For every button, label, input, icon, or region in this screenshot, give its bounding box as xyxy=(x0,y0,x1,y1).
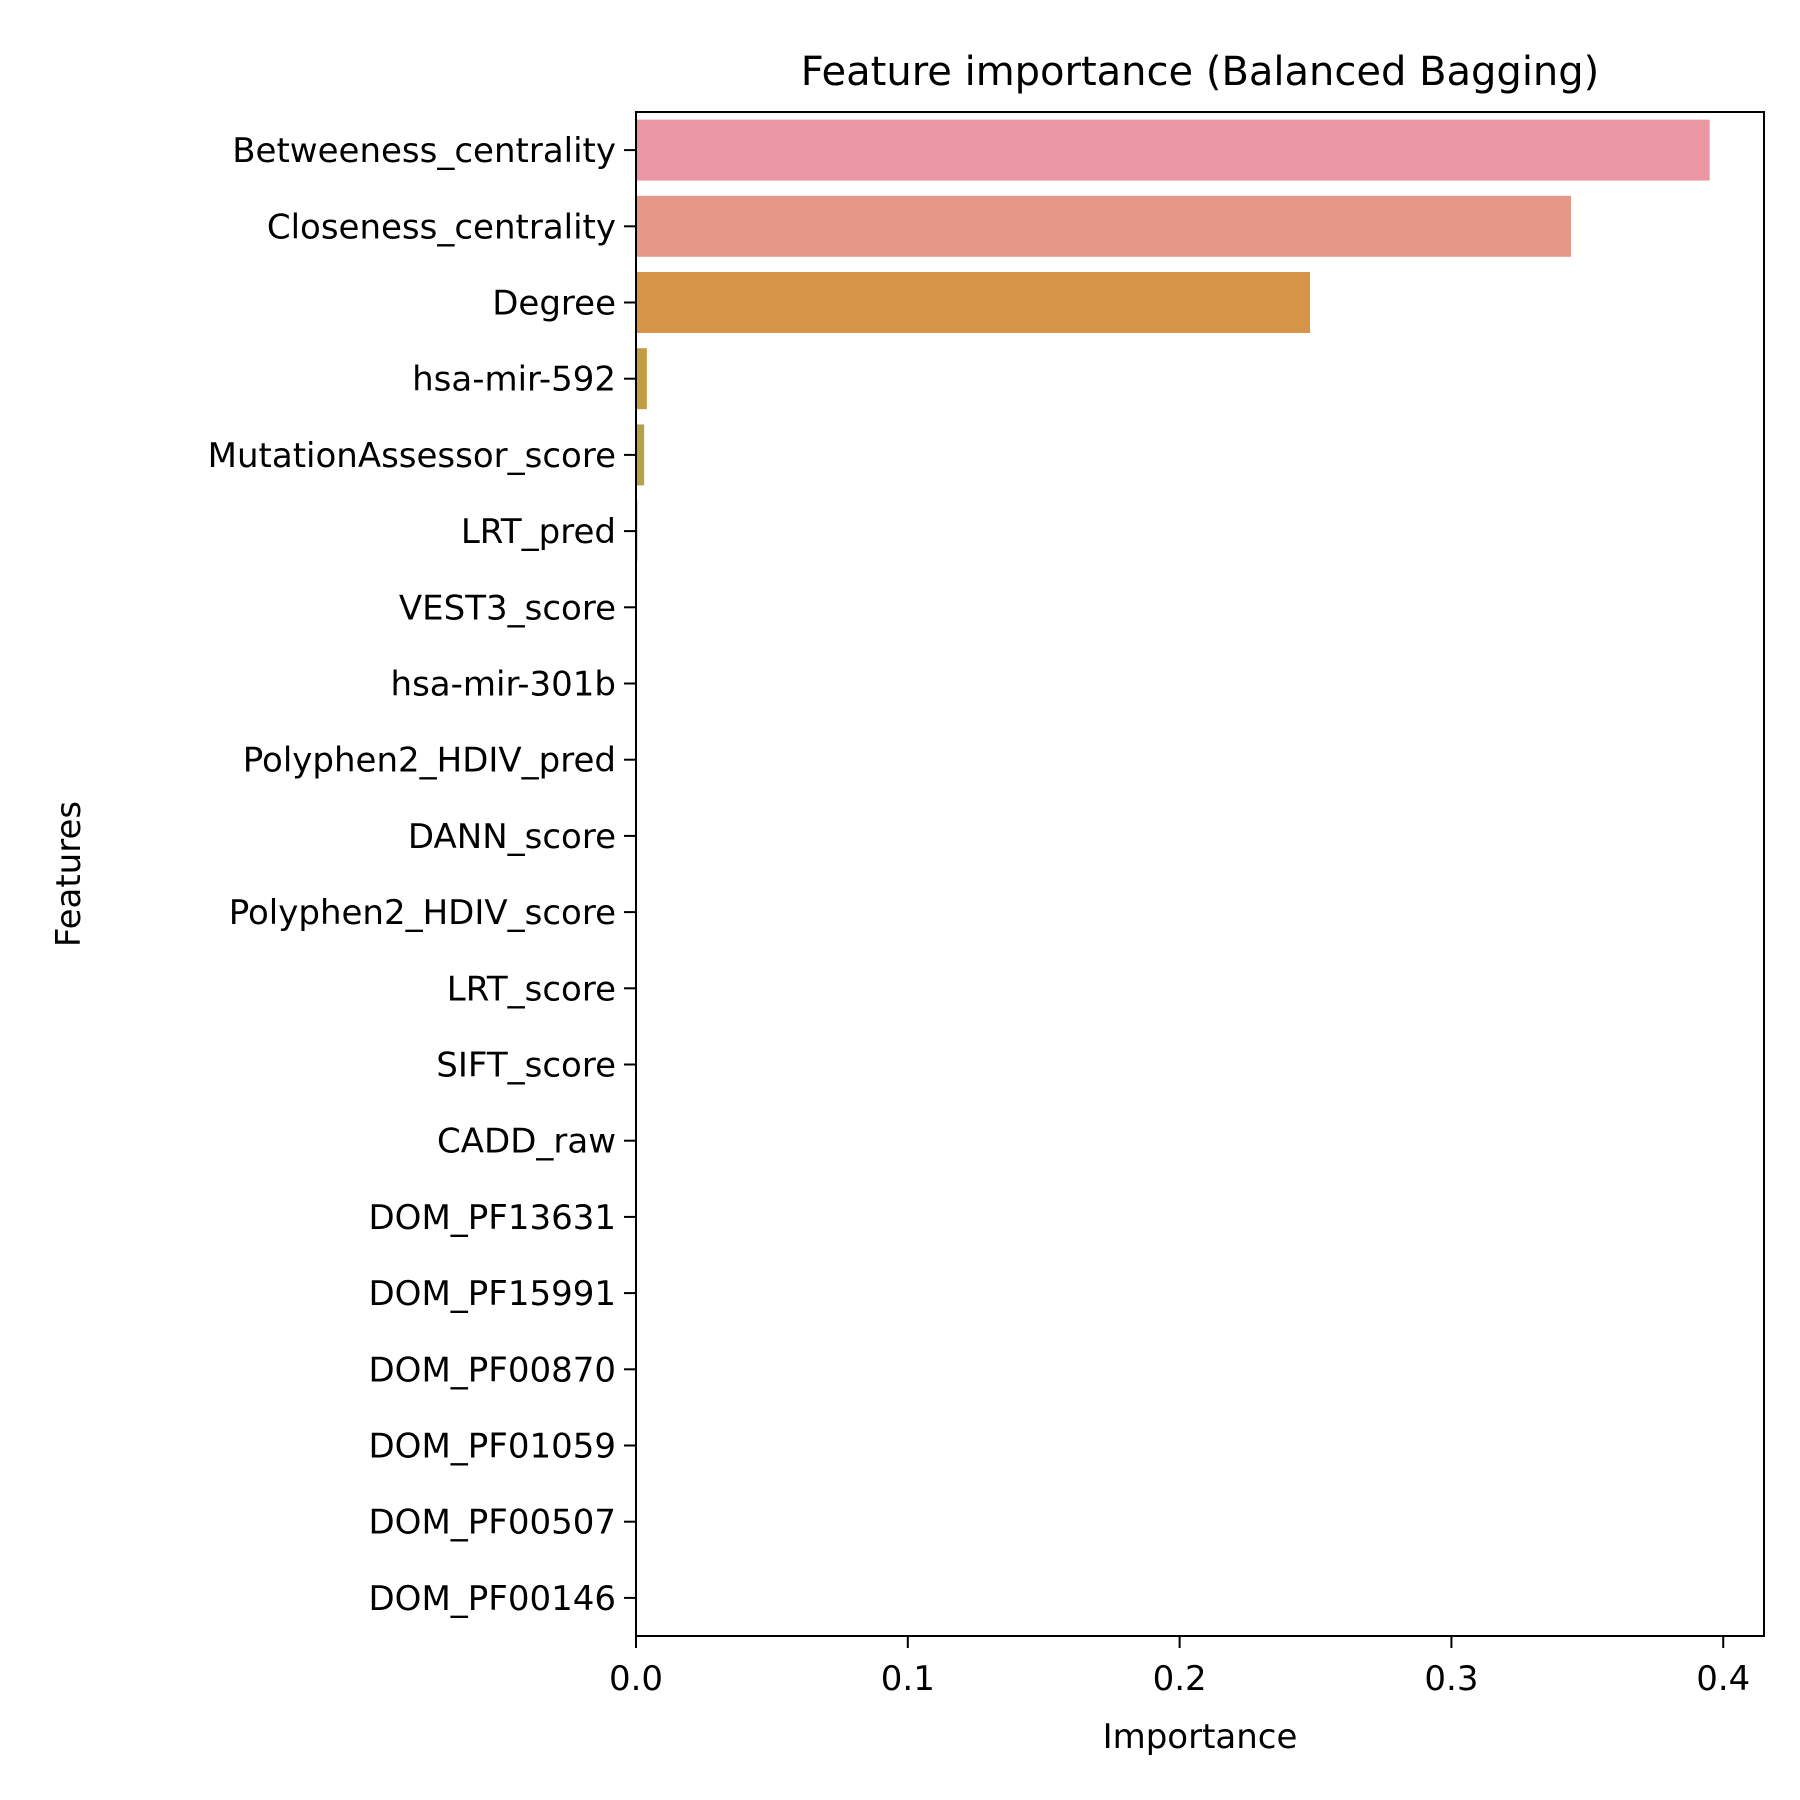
y-tick-label: hsa-mir-592 xyxy=(412,360,616,400)
y-tick-label: DOM_PF00146 xyxy=(369,1579,617,1619)
y-tick-label: hsa-mir-301b xyxy=(391,665,616,705)
y-tick-label: VEST3_score xyxy=(399,588,616,628)
bar-Betweeness_centrality xyxy=(636,119,1710,181)
y-tick-label: Betweeness_centrality xyxy=(232,131,616,171)
x-tick-label: 0.1 xyxy=(881,1659,935,1699)
plot-frame xyxy=(635,111,1765,1637)
x-tick-label: 0.4 xyxy=(1696,1659,1750,1699)
bar-Closeness_centrality xyxy=(636,195,1572,257)
y-tick-label: DOM_PF15991 xyxy=(369,1274,617,1314)
y-tick-label: SIFT_score xyxy=(436,1046,616,1086)
y-tick-label: LRT_score xyxy=(447,969,616,1009)
y-tick-label: LRT_pred xyxy=(461,512,616,552)
y-tick-label: DOM_PF00870 xyxy=(369,1350,617,1390)
y-axis: Betweeness_centrality Closeness_centralit… xyxy=(208,131,636,1619)
x-axis-label: Importance xyxy=(1103,1717,1298,1757)
x-tick-label: 0.0 xyxy=(609,1659,663,1699)
y-tick-label: CADD_raw xyxy=(437,1122,616,1162)
chart-title: Feature importance (Balanced Bagging) xyxy=(801,49,1600,95)
y-tick-label: DOM_PF01059 xyxy=(369,1427,617,1467)
y-tick-label: Degree xyxy=(492,284,616,324)
y-tick-label: Polyphen2_HDIV_score xyxy=(229,893,616,933)
x-tick-label: 0.3 xyxy=(1424,1659,1478,1699)
y-tick-label: DANN_score xyxy=(408,817,616,857)
x-axis: 0.0 0.1 0.2 0.3 0.4 xyxy=(609,1636,1750,1699)
x-tick-label: 0.2 xyxy=(1153,1659,1207,1699)
bar-MutationAssessor_score xyxy=(636,424,645,486)
y-tick-label: DOM_PF00507 xyxy=(369,1503,617,1543)
bar-hsa-mir-592 xyxy=(636,348,647,410)
bar-Degree xyxy=(636,272,1311,333)
y-tick-label: Polyphen2_HDIV_pred xyxy=(243,741,616,781)
y-axis-label: Features xyxy=(49,801,89,947)
y-tick-label: MutationAssessor_score xyxy=(208,436,616,476)
y-tick-label: DOM_PF13631 xyxy=(369,1198,617,1238)
y-tick-label: Closeness_centrality xyxy=(267,207,616,247)
bars xyxy=(636,119,1710,867)
